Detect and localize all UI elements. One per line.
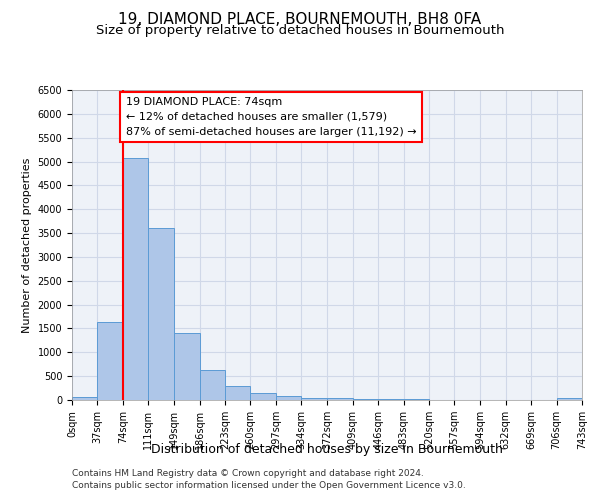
Bar — [328, 398, 353, 400]
Bar — [557, 398, 582, 400]
Bar — [301, 398, 326, 400]
Text: Contains public sector information licensed under the Open Government Licence v3: Contains public sector information licen… — [72, 481, 466, 490]
Bar — [72, 396, 97, 400]
Text: Contains HM Land Registry data © Crown copyright and database right 2024.: Contains HM Land Registry data © Crown c… — [72, 468, 424, 477]
Bar — [378, 399, 404, 400]
Bar — [174, 333, 200, 400]
Bar — [276, 396, 301, 400]
Bar — [250, 394, 276, 400]
Bar — [148, 228, 173, 400]
Bar — [97, 322, 123, 400]
Text: Distribution of detached houses by size in Bournemouth: Distribution of detached houses by size … — [151, 442, 503, 456]
Bar — [123, 158, 148, 400]
Bar — [225, 386, 250, 400]
Bar — [353, 399, 378, 400]
Bar — [200, 370, 225, 400]
Y-axis label: Number of detached properties: Number of detached properties — [22, 158, 32, 332]
Text: 19 DIAMOND PLACE: 74sqm
← 12% of detached houses are smaller (1,579)
87% of semi: 19 DIAMOND PLACE: 74sqm ← 12% of detache… — [125, 97, 416, 137]
Text: 19, DIAMOND PLACE, BOURNEMOUTH, BH8 0FA: 19, DIAMOND PLACE, BOURNEMOUTH, BH8 0FA — [118, 12, 482, 28]
Text: Size of property relative to detached houses in Bournemouth: Size of property relative to detached ho… — [96, 24, 504, 37]
